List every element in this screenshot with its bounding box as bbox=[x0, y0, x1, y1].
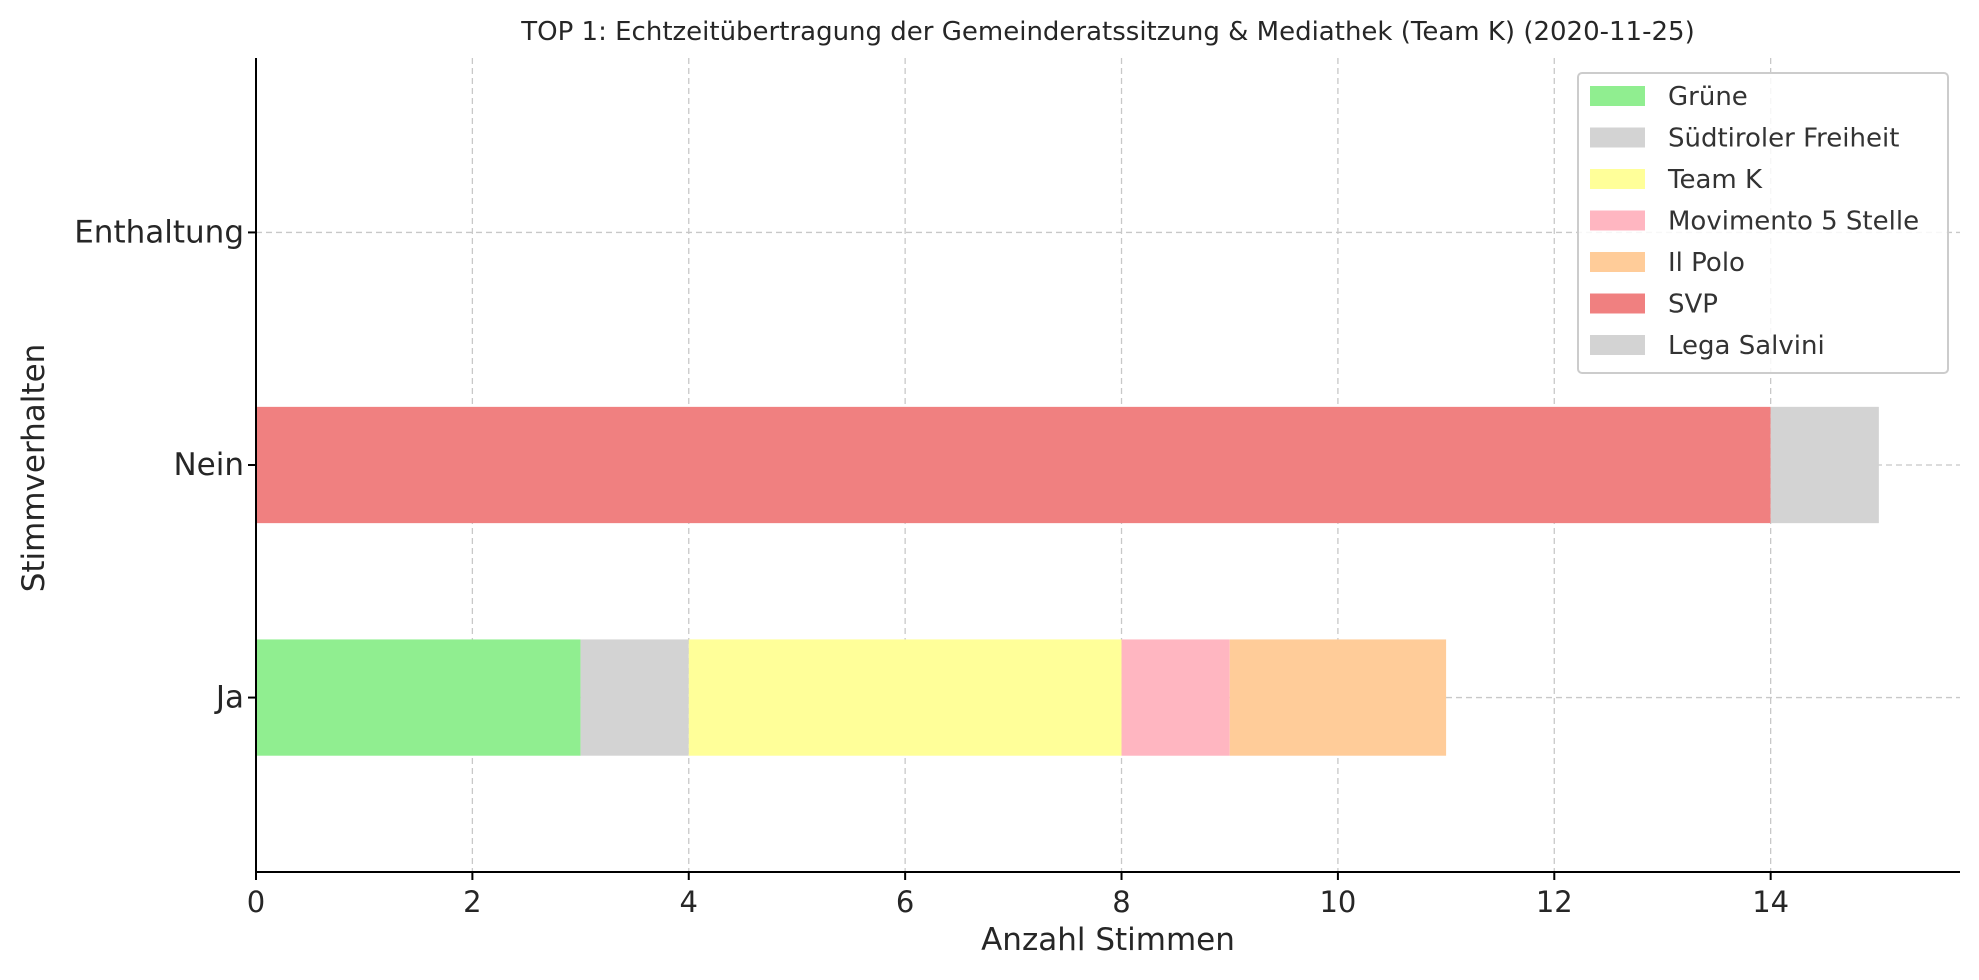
bar-segment bbox=[1770, 406, 1879, 524]
bar-segment bbox=[1229, 639, 1447, 756]
legend-swatch bbox=[1590, 335, 1645, 355]
x-axis-title: Anzahl Stimmen bbox=[981, 922, 1235, 958]
legend-label: Movimento 5 Stelle bbox=[1668, 207, 1919, 237]
legend-label: SVP bbox=[1668, 290, 1718, 320]
legend-swatch bbox=[1590, 293, 1645, 314]
x-tick-label: 6 bbox=[896, 885, 914, 919]
legend-label: Il Polo bbox=[1668, 248, 1745, 278]
bars bbox=[256, 406, 1879, 756]
legend: Grüne Südtiroler Freiheit Team K Movimento … bbox=[1577, 72, 1949, 374]
legend-swatch bbox=[1590, 86, 1645, 106]
bar-segment bbox=[688, 639, 1122, 756]
legend-swatch bbox=[1590, 169, 1645, 189]
y-tick-label: Nein bbox=[173, 447, 244, 483]
legend-swatch bbox=[1590, 127, 1645, 148]
x-tick-label: 14 bbox=[1752, 885, 1789, 919]
bar-segment bbox=[256, 406, 1771, 524]
bar-segment bbox=[256, 639, 581, 756]
x-tick-label: 12 bbox=[1536, 885, 1573, 919]
y-axis-title: Stimmverhalten bbox=[16, 344, 52, 593]
x-tick-label: 4 bbox=[680, 885, 698, 919]
legend-label: Team K bbox=[1667, 165, 1763, 195]
bar-segment bbox=[580, 639, 689, 756]
legend-label: Grüne bbox=[1668, 82, 1748, 112]
legend-frame bbox=[1577, 72, 1949, 374]
bar-segment bbox=[1121, 639, 1230, 756]
chart-title: TOP 1: Echtzeitübertragung der Gemeinder… bbox=[520, 17, 1694, 47]
legend-swatch bbox=[1590, 252, 1645, 272]
legend-swatch bbox=[1590, 210, 1645, 231]
x-tick-label: 10 bbox=[1319, 885, 1356, 919]
x-tick-label: 0 bbox=[247, 885, 265, 919]
ticks: 0 2 4 6 8 10 12 14 Ja Nein Enthaltung bbox=[74, 214, 1789, 919]
x-tick-label: 8 bbox=[1112, 885, 1130, 919]
y-tick-label: Ja bbox=[214, 680, 244, 716]
legend-label: Lega Salvini bbox=[1668, 331, 1825, 361]
y-tick-label: Enthaltung bbox=[74, 214, 244, 250]
x-tick-label: 2 bbox=[463, 885, 481, 919]
legend-label: Südtiroler Freiheit bbox=[1668, 124, 1899, 154]
